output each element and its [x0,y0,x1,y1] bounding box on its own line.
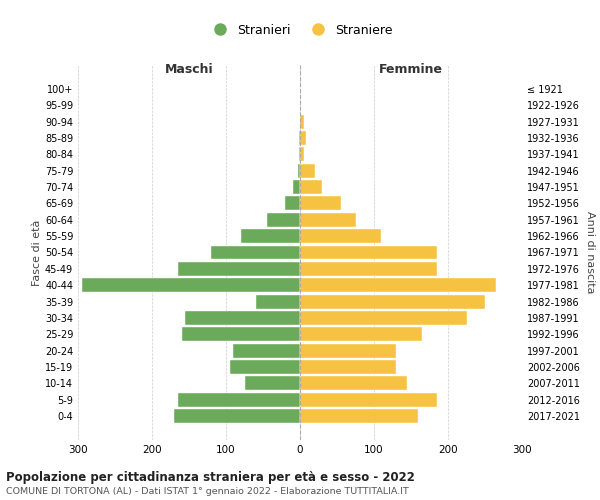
Bar [300,344,396,357]
Text: Femmine: Femmine [379,63,443,76]
Bar [178,392,300,406]
Bar [300,262,437,276]
Bar [256,294,300,308]
Bar [299,131,300,145]
Bar [300,196,341,210]
Bar [300,328,422,341]
Bar [300,360,396,374]
Bar [233,344,300,357]
Bar [300,246,437,260]
Bar [300,311,467,325]
Text: COMUNE DI TORTONA (AL) - Dati ISTAT 1° gennaio 2022 - Elaborazione TUTTITALIA.IT: COMUNE DI TORTONA (AL) - Dati ISTAT 1° g… [6,488,409,496]
Text: Maschi: Maschi [164,63,214,76]
Bar [300,180,322,194]
Y-axis label: Anni di nascita: Anni di nascita [586,211,595,294]
Bar [174,409,300,423]
Bar [230,360,300,374]
Bar [300,392,437,406]
Bar [300,376,407,390]
Bar [245,376,300,390]
Bar [300,409,418,423]
Bar [182,328,300,341]
Y-axis label: Fasce di età: Fasce di età [32,220,42,286]
Bar [300,278,496,292]
Legend: Stranieri, Straniere: Stranieri, Straniere [202,19,398,42]
Bar [300,213,355,226]
Bar [178,262,300,276]
Bar [241,229,300,243]
Text: Popolazione per cittadinanza straniera per età e sesso - 2022: Popolazione per cittadinanza straniera p… [6,471,415,484]
Bar [300,131,306,145]
Bar [300,164,315,177]
Bar [300,114,304,128]
Bar [82,278,300,292]
Bar [298,164,300,177]
Bar [185,311,300,325]
Bar [300,148,304,162]
Bar [299,148,300,162]
Bar [300,229,382,243]
Bar [285,196,300,210]
Bar [300,294,485,308]
Bar [266,213,300,226]
Bar [293,180,300,194]
Bar [211,246,300,260]
